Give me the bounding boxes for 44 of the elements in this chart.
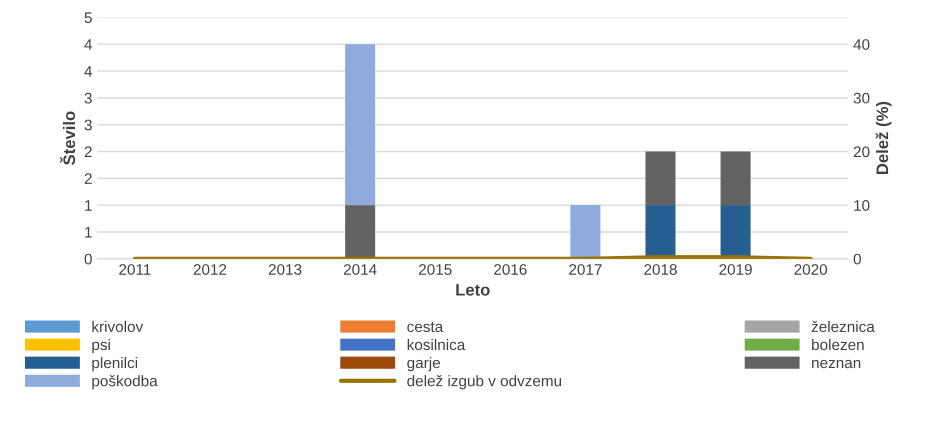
x-tick-label: 2016 xyxy=(494,264,527,275)
y2-tick-label: 0 xyxy=(854,254,861,265)
legend-label: železnica xyxy=(812,320,875,332)
bar xyxy=(720,152,751,206)
y-axis-title: Število xyxy=(60,111,76,165)
y-tick-label: 2 xyxy=(84,146,92,158)
y-tick-label: 4 xyxy=(84,66,92,77)
y-tick-label: 3 xyxy=(84,92,92,104)
y-tick-label: 2 xyxy=(84,173,92,184)
x-tick-label: 2012 xyxy=(194,264,226,275)
y-tick-label: 4 xyxy=(84,39,92,50)
legend-label: neznan xyxy=(812,360,860,368)
y-tick-label: 1 xyxy=(85,200,92,211)
x-tick-label: 2011 xyxy=(119,264,151,275)
y-tick-label: 3 xyxy=(84,120,92,130)
y2-axis-title: Delež (%) xyxy=(876,102,892,174)
x-tick-label: 2015 xyxy=(419,264,452,275)
y-tick-label: 0 xyxy=(84,254,92,265)
legend-label: garje xyxy=(407,356,440,372)
x-tick-label: 2020 xyxy=(794,264,828,275)
x-tick-label: 2019 xyxy=(719,264,752,275)
legend-label: plenilci xyxy=(92,356,138,372)
legend-label: kosilnica xyxy=(408,338,466,350)
y-tick-label: 5 xyxy=(84,12,92,24)
legend-label: delež izgub v odvzemu xyxy=(407,375,562,390)
x-tick-label: 2018 xyxy=(644,264,677,275)
x-axis-title: Leto xyxy=(456,284,490,296)
y2-tick-label: 40 xyxy=(853,39,870,50)
legend-label: psi xyxy=(92,338,110,354)
y2-tick-label: 30 xyxy=(854,92,870,104)
legend-label: bolezen xyxy=(812,338,864,350)
x-tick-label: 2017 xyxy=(569,264,602,275)
y-tick-label: 1 xyxy=(85,227,92,238)
legend-label: cesta xyxy=(407,322,444,332)
bar xyxy=(645,152,676,206)
legend-label: krivolov xyxy=(92,320,144,332)
bar xyxy=(570,205,600,259)
y2-tick-label: 10 xyxy=(854,200,870,211)
bar xyxy=(345,44,376,206)
bar xyxy=(345,205,376,259)
x-tick-label: 2013 xyxy=(268,264,302,275)
y2-tick-label: 20 xyxy=(854,146,870,158)
legend-label: poškodba xyxy=(92,375,158,390)
x-tick-label: 2014 xyxy=(344,264,377,275)
